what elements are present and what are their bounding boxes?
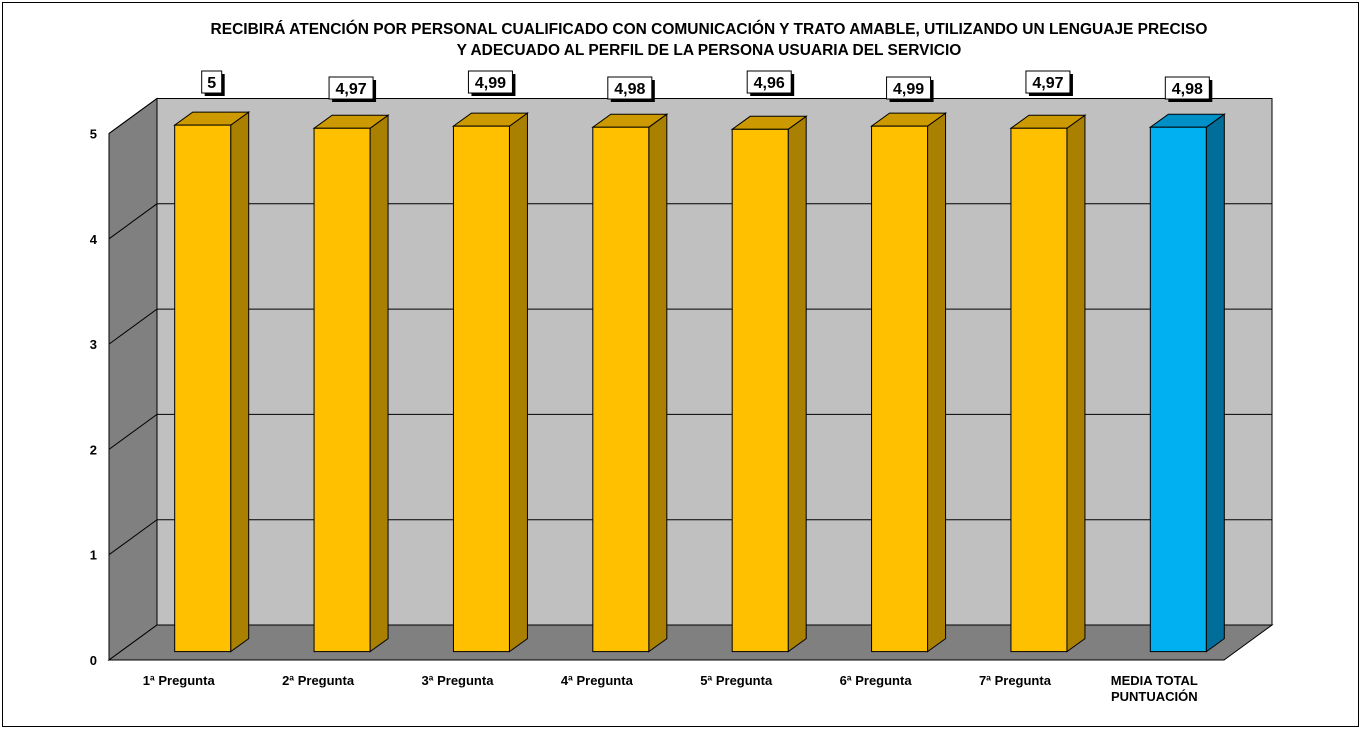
x-axis-categories: 1ª Pregunta 2ª Pregunta 3ª Pregunta 4ª Preg… bbox=[143, 673, 1198, 704]
y-tick-label: 3 bbox=[90, 337, 97, 352]
data-label-box bbox=[1164, 76, 1210, 100]
data-label-text: 4,98 bbox=[1172, 81, 1203, 98]
data-label-6: 4,99 bbox=[886, 76, 934, 102]
data-label-8: 4,98 bbox=[1164, 76, 1213, 102]
data-label-box bbox=[467, 70, 513, 94]
bar-side bbox=[927, 112, 947, 653]
data-label-7: 4,97 bbox=[1025, 70, 1073, 96]
data-label-text: 4,97 bbox=[335, 81, 366, 98]
x-category-label: 1ª Pregunta bbox=[143, 673, 216, 688]
bar-front bbox=[174, 124, 232, 653]
chart-title-line-2: Y ADECUADO AL PERFIL DE LA PERSONA USUAR… bbox=[457, 42, 962, 59]
x-category-label: 5ª Pregunta bbox=[700, 673, 773, 688]
bar-2 bbox=[312, 114, 390, 653]
x-category-label: 3ª Pregunta bbox=[421, 673, 494, 688]
bar-7 bbox=[1009, 114, 1087, 653]
bar-side bbox=[648, 113, 668, 653]
bar-1 bbox=[173, 111, 251, 653]
y-tick-label: 2 bbox=[90, 442, 97, 457]
bar-side bbox=[230, 111, 250, 653]
y-tick-label: 4 bbox=[90, 232, 98, 247]
chart-walls bbox=[107, 97, 1274, 661]
x-category-label: 4ª Pregunta bbox=[561, 673, 634, 688]
side-wall bbox=[108, 97, 158, 661]
data-label-4: 4,98 bbox=[607, 76, 655, 102]
data-label-box bbox=[1025, 70, 1071, 94]
data-label-text: 4,98 bbox=[614, 81, 645, 98]
data-label-box bbox=[607, 76, 653, 100]
bar-front bbox=[313, 127, 371, 653]
data-label-5: 4,96 bbox=[746, 70, 795, 96]
chart-title-line-1: RECIBIRÁ ATENCIÓN POR PERSONAL CUALIFICA… bbox=[211, 20, 1208, 38]
bar-front bbox=[731, 128, 789, 653]
bar-3 bbox=[451, 112, 529, 653]
bar-5 bbox=[730, 115, 808, 653]
data-label-text: 4,99 bbox=[893, 81, 924, 98]
bar-front bbox=[871, 125, 929, 653]
bar-8 bbox=[1148, 113, 1226, 653]
bar-front bbox=[1010, 127, 1068, 653]
bar-side bbox=[1205, 113, 1225, 653]
data-label-1: 5 bbox=[201, 70, 225, 96]
bars bbox=[173, 111, 1226, 653]
bar-front bbox=[592, 126, 650, 653]
bar-side bbox=[369, 114, 389, 653]
bar-6 bbox=[870, 112, 948, 653]
data-label-3: 4,99 bbox=[467, 70, 516, 96]
bar-front bbox=[1149, 126, 1207, 653]
data-label-box bbox=[746, 70, 792, 94]
data-label-box bbox=[328, 76, 374, 100]
y-axis-ticks: 0 1 2 3 4 5 bbox=[90, 127, 98, 669]
x-category-label: PUNTUACIÓN bbox=[1111, 689, 1198, 704]
data-label-text: 4,96 bbox=[754, 75, 785, 92]
x-category-label: 7ª Pregunta bbox=[979, 673, 1052, 688]
x-category-label: MEDIA TOTAL bbox=[1111, 673, 1198, 688]
bar-4 bbox=[591, 113, 669, 653]
x-category-label: 6ª Pregunta bbox=[840, 673, 913, 688]
bar-side bbox=[508, 112, 528, 653]
y-tick-label: 5 bbox=[90, 127, 97, 142]
bar-front bbox=[452, 125, 510, 653]
floor bbox=[107, 624, 1274, 661]
data-label-box bbox=[201, 70, 223, 94]
data-label-text: 4,97 bbox=[1032, 75, 1063, 92]
y-tick-label: 1 bbox=[90, 548, 97, 563]
bar-side bbox=[787, 115, 807, 653]
bar-chart: 0 1 2 3 4 5 1ª Pregunta 2ª Pregunta 3ª Pregunta… bbox=[90, 20, 1274, 704]
data-labels: 5 4,97 4,99 4,98 4,96 4,99 4,97 4,98 bbox=[201, 70, 1213, 102]
data-label-text: 5 bbox=[207, 75, 216, 92]
data-label-2: 4,97 bbox=[328, 76, 377, 102]
x-category-label: 2ª Pregunta bbox=[282, 673, 355, 688]
y-tick-label: 0 bbox=[90, 653, 97, 668]
bar-side bbox=[1066, 114, 1086, 653]
data-label-text: 4,99 bbox=[475, 75, 506, 92]
data-label-box bbox=[886, 76, 932, 100]
